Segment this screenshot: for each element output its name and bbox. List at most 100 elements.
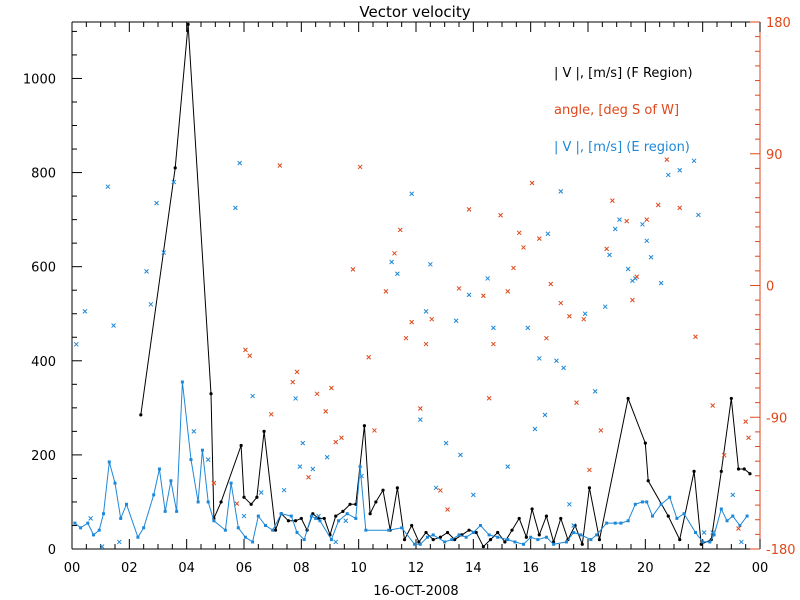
- data-point-x-marker: [243, 347, 248, 353]
- data-point: [136, 535, 140, 539]
- x-axis-date-label: 16-OCT-2008: [373, 584, 458, 599]
- left-y-tick-label: 800: [31, 167, 56, 182]
- data-point-x-marker: [144, 269, 149, 274]
- x-tick-label: 16: [522, 561, 539, 576]
- data-point: [368, 512, 372, 516]
- data-point: [152, 493, 156, 497]
- data-point-x-marker: [644, 217, 650, 222]
- right-y-tick-label: -180: [766, 543, 796, 558]
- data-point-x-marker: [691, 158, 697, 164]
- series-1: [73, 380, 749, 546]
- data-point-x-marker: [746, 435, 751, 441]
- data-point: [488, 537, 493, 542]
- data-point: [341, 509, 345, 513]
- data-point-x-marker: [397, 227, 403, 233]
- data-point: [236, 526, 240, 530]
- data-point: [302, 538, 306, 542]
- data-point: [587, 486, 592, 490]
- data-point-x-marker: [116, 539, 122, 545]
- data-point-x-marker: [604, 246, 609, 252]
- data-point: [537, 533, 541, 537]
- data-point-x-marker: [445, 507, 450, 512]
- data-point-x-marker: [191, 429, 197, 434]
- data-point: [410, 523, 414, 528]
- data-point: [354, 516, 358, 520]
- data-point-x-marker: [339, 435, 344, 441]
- data-point: [381, 488, 385, 492]
- right-y-tick-label: 90: [766, 148, 783, 163]
- data-point-x-marker: [343, 518, 349, 524]
- data-point-x-marker: [544, 335, 549, 341]
- data-point: [102, 512, 106, 516]
- data-point-x-marker: [247, 353, 253, 359]
- data-point-x-marker: [658, 280, 664, 286]
- data-point: [229, 481, 233, 485]
- data-point: [271, 528, 275, 532]
- data-point: [345, 512, 349, 516]
- data-point: [273, 528, 278, 532]
- data-point: [119, 516, 123, 520]
- data-point: [309, 514, 313, 518]
- left-y-tick-label: 400: [31, 355, 56, 370]
- data-point-x-marker: [417, 417, 423, 422]
- x-tick-label: 12: [408, 561, 425, 576]
- data-point-x-marker: [558, 189, 564, 194]
- data-point-x-marker: [290, 379, 296, 385]
- data-point: [212, 519, 216, 523]
- data-point-x-marker: [258, 490, 264, 495]
- data-point-x-marker: [696, 212, 701, 218]
- data-point-x-marker: [389, 259, 394, 265]
- data-point-x-marker: [644, 238, 650, 244]
- data-point-x-marker: [485, 276, 491, 281]
- data-point: [524, 535, 528, 539]
- data-point: [251, 540, 255, 544]
- data-point-x-marker: [625, 266, 631, 272]
- data-point-x-marker: [598, 428, 604, 433]
- data-point: [163, 509, 167, 513]
- data-point: [529, 535, 533, 539]
- data-point-x-marker: [310, 466, 316, 472]
- data-point: [513, 540, 517, 544]
- data-point-x-marker: [536, 356, 542, 361]
- data-point: [678, 537, 682, 542]
- data-point: [565, 540, 568, 544]
- data-point-x-marker: [665, 172, 671, 178]
- data-point-x-marker: [571, 523, 577, 528]
- data-point-x-marker: [470, 492, 476, 498]
- data-point: [200, 448, 204, 452]
- data-point-x-marker: [664, 157, 670, 162]
- data-point-x-marker: [521, 245, 526, 250]
- data-point-x-marker: [438, 488, 443, 493]
- data-point-x-marker: [333, 539, 339, 545]
- data-point: [589, 538, 593, 542]
- data-point-x-marker: [710, 403, 716, 408]
- x-tick-label: 08: [293, 561, 310, 576]
- data-point-x-marker: [466, 292, 472, 298]
- data-point: [318, 519, 322, 523]
- data-point: [418, 542, 422, 546]
- left-y-tick-label: 200: [31, 449, 56, 464]
- data-point: [506, 538, 510, 542]
- data-point-x-marker: [567, 501, 572, 507]
- data-point: [536, 538, 540, 542]
- data-point-x-marker: [105, 184, 111, 190]
- data-point-x-marker: [558, 300, 564, 306]
- data-point: [262, 429, 266, 433]
- data-point-x-marker: [677, 205, 683, 211]
- data-point: [395, 486, 399, 490]
- data-point-x-marker: [433, 485, 439, 491]
- data-point: [142, 526, 146, 530]
- data-point: [643, 441, 647, 445]
- data-point-x-marker: [372, 428, 377, 433]
- data-point-x-marker: [607, 252, 612, 258]
- data-point: [157, 467, 161, 471]
- data-point-x-marker: [554, 358, 559, 364]
- data-point: [329, 538, 333, 542]
- data-point: [692, 469, 696, 473]
- data-point-x-marker: [701, 530, 707, 535]
- data-point-x-marker: [456, 286, 462, 291]
- data-point-x-marker: [505, 289, 511, 294]
- data-point-x-marker: [383, 289, 389, 294]
- left-y-tick-label: 1000: [23, 72, 56, 87]
- data-point: [479, 523, 482, 527]
